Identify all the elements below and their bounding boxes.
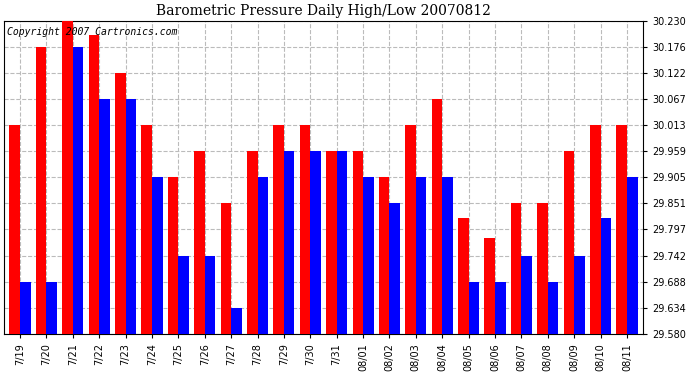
Bar: [284, 151, 295, 334]
Bar: [600, 218, 611, 334]
Bar: [36, 47, 46, 334]
Bar: [62, 21, 72, 334]
Bar: [168, 177, 178, 334]
Bar: [627, 177, 638, 334]
Bar: [432, 99, 442, 334]
Bar: [564, 151, 574, 334]
Bar: [115, 73, 126, 334]
Bar: [178, 256, 189, 334]
Bar: [10, 125, 20, 334]
Bar: [522, 256, 532, 334]
Bar: [405, 125, 416, 334]
Bar: [231, 308, 241, 334]
Bar: [88, 35, 99, 334]
Bar: [442, 177, 453, 334]
Bar: [20, 282, 30, 334]
Bar: [205, 256, 215, 334]
Bar: [46, 282, 57, 334]
Bar: [299, 125, 310, 334]
Bar: [126, 99, 136, 334]
Bar: [363, 177, 373, 334]
Bar: [416, 177, 426, 334]
Bar: [511, 203, 522, 334]
Bar: [257, 177, 268, 334]
Bar: [574, 256, 584, 334]
Bar: [247, 151, 257, 334]
Bar: [484, 237, 495, 334]
Bar: [353, 151, 363, 334]
Bar: [194, 151, 205, 334]
Bar: [469, 282, 479, 334]
Bar: [221, 203, 231, 334]
Bar: [590, 125, 600, 334]
Bar: [379, 177, 389, 334]
Text: Copyright 2007 Cartronics.com: Copyright 2007 Cartronics.com: [8, 27, 178, 37]
Bar: [458, 218, 469, 334]
Bar: [538, 203, 548, 334]
Bar: [141, 125, 152, 334]
Bar: [326, 151, 337, 334]
Bar: [273, 125, 284, 334]
Bar: [99, 99, 110, 334]
Bar: [310, 151, 321, 334]
Bar: [616, 125, 627, 334]
Bar: [72, 47, 83, 334]
Bar: [389, 203, 400, 334]
Bar: [548, 282, 558, 334]
Bar: [337, 151, 347, 334]
Bar: [495, 282, 506, 334]
Bar: [152, 177, 163, 334]
Title: Barometric Pressure Daily High/Low 20070812: Barometric Pressure Daily High/Low 20070…: [156, 4, 491, 18]
